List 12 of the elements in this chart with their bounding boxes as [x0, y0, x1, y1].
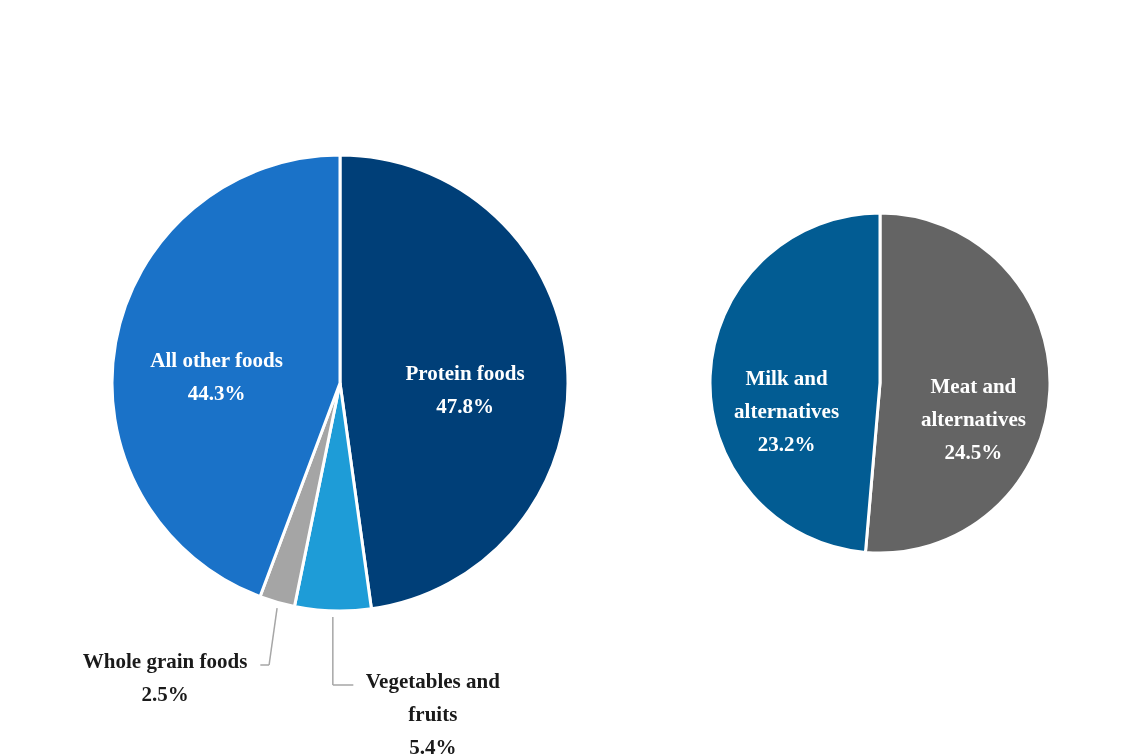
data-label: 5.4%	[409, 735, 457, 756]
slice-label: Vegetables and fruits	[365, 669, 501, 726]
data-label: 2.5%	[141, 682, 189, 706]
slice-label: All other foods	[150, 347, 283, 372]
data-label: 23.2%	[757, 432, 816, 456]
slice-label: Milk and alternatives	[734, 366, 840, 423]
data-label: 24.5%	[944, 440, 1003, 464]
slice-label: Meat and alternatives	[920, 374, 1026, 431]
slice-label: Protein foods	[405, 361, 525, 386]
slice-label: Whole grain foods	[82, 649, 248, 673]
data-label: 44.3%	[187, 380, 246, 405]
data-label: 47.8%	[436, 394, 494, 419]
